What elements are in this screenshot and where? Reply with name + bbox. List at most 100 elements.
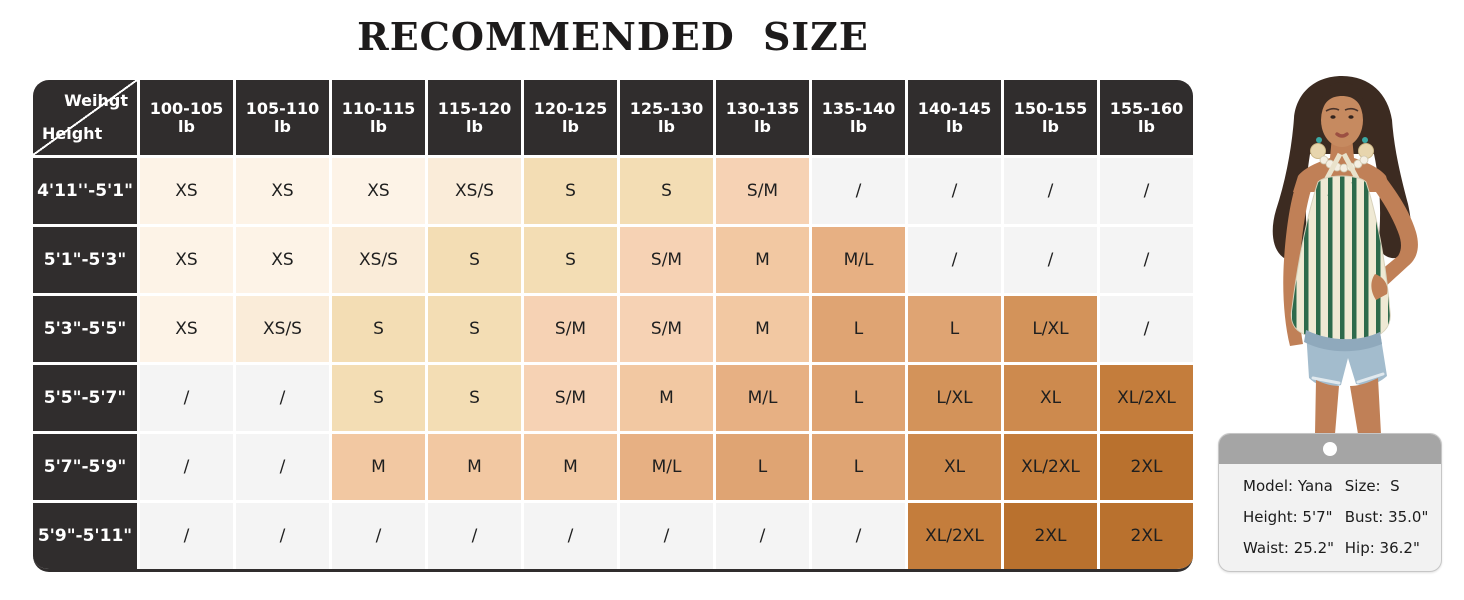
column-header: 140-145 lb [908, 80, 1001, 155]
size-cell: L [812, 365, 905, 431]
column-header: 105-110 lb [236, 80, 329, 155]
model-facial-features [1325, 107, 1359, 138]
size-cell: / [812, 503, 905, 569]
model-right-arm [1373, 178, 1418, 288]
size-cell: S [620, 158, 713, 224]
corner-cell: Weihgt Height [33, 80, 137, 155]
model-info-card: Model: Yana Size: S Height: 5'7" Bust: 3… [1218, 433, 1442, 572]
model-hair [1272, 76, 1412, 261]
row-header: 5'5"-5'7" [33, 365, 137, 431]
row-header: 5'1"-5'3" [33, 227, 137, 293]
size-cell: M/L [716, 365, 809, 431]
model-hair-front [1320, 82, 1364, 112]
card-body: Model: Yana Size: S Height: 5'7" Bust: 3… [1219, 464, 1441, 565]
size-cell: XL [908, 434, 1001, 500]
size-cell: XS [140, 296, 233, 362]
model-waist: Waist: 25.2" [1243, 539, 1335, 557]
size-cell: S [428, 227, 521, 293]
size-cell: S [428, 365, 521, 431]
size-cell: XS [332, 158, 425, 224]
model-photo [1272, 76, 1418, 434]
size-cell: / [1100, 158, 1193, 224]
size-cell: L [908, 296, 1001, 362]
size-cell: M [332, 434, 425, 500]
size-cell: S [524, 227, 617, 293]
size-cell: XS [140, 158, 233, 224]
size-cell: M [620, 365, 713, 431]
size-cell: 2XL [1100, 434, 1193, 500]
size-table: Weihgt Height 100-105 lb 105-110 lb 110-11… [33, 80, 1193, 572]
size-cell: XS/S [332, 227, 425, 293]
size-cell: XS [236, 158, 329, 224]
size-cell: / [236, 434, 329, 500]
size-cell: M [716, 227, 809, 293]
size-cell: L [812, 296, 905, 362]
size-cell: / [524, 503, 617, 569]
column-header: 110-115 lb [332, 80, 425, 155]
size-cell: XL/2XL [908, 503, 1001, 569]
size-cell: S [332, 296, 425, 362]
model-hip: Hip: 36.2" [1344, 539, 1420, 557]
model-neckline-gathers [1327, 180, 1357, 197]
size-cell: XS [236, 227, 329, 293]
row-header: 5'7"-5'9" [33, 434, 137, 500]
model-legs [1315, 378, 1381, 434]
size-cell: / [236, 365, 329, 431]
size-cell: S/M [716, 158, 809, 224]
column-header: 150-155 lb [1004, 80, 1097, 155]
size-cell: S [524, 158, 617, 224]
size-cell: S/M [524, 365, 617, 431]
size-cell: S/M [620, 296, 713, 362]
size-cell: L [812, 434, 905, 500]
size-cell: XS [140, 227, 233, 293]
size-cell: / [620, 503, 713, 569]
model-illustration [1272, 76, 1418, 434]
size-cell: / [236, 503, 329, 569]
size-cell: XL [1004, 365, 1097, 431]
column-header: 120-125 lb [524, 80, 617, 155]
size-cell: / [140, 365, 233, 431]
size-cell: / [1100, 296, 1193, 362]
model-face [1321, 93, 1363, 147]
model-earrings [1310, 137, 1374, 159]
size-cell: S [332, 365, 425, 431]
column-header: 125-130 lb [620, 80, 713, 155]
size-cell: L/XL [908, 365, 1001, 431]
model-hand-on-hip [1371, 274, 1388, 300]
size-cell: S/M [620, 227, 713, 293]
column-header: 135-140 lb [812, 80, 905, 155]
size-cell: XL/2XL [1004, 434, 1097, 500]
size-cell: / [908, 158, 1001, 224]
size-cell: S [428, 296, 521, 362]
tag-hole-icon [1323, 442, 1337, 456]
size-cell: / [1004, 227, 1097, 293]
corner-height-label: Height [42, 124, 103, 144]
column-header: 155-160 lb [1100, 80, 1193, 155]
model-left-arm [1283, 178, 1313, 346]
size-cell: / [332, 503, 425, 569]
size-cell: 2XL [1004, 503, 1097, 569]
model-denim-shorts [1304, 330, 1387, 387]
size-cell: / [716, 503, 809, 569]
column-header: 100-105 lb [140, 80, 233, 155]
model-name: Model: Yana [1243, 477, 1333, 495]
size-cell: S/M [524, 296, 617, 362]
model-height: Height: 5'7" [1243, 508, 1333, 526]
row-header: 5'3"-5'5" [33, 296, 137, 362]
column-header: 115-120 lb [428, 80, 521, 155]
size-cell: M [716, 296, 809, 362]
model-size: Size: S [1344, 477, 1400, 495]
size-cell: / [140, 434, 233, 500]
size-cell: M/L [812, 227, 905, 293]
page-title: RECOMMENDED SIZE [357, 14, 869, 59]
row-header: 4'11''-5'1" [33, 158, 137, 224]
size-cell: M [524, 434, 617, 500]
card-header-band [1219, 434, 1441, 464]
size-cell: / [1004, 158, 1097, 224]
size-cell: M/L [620, 434, 713, 500]
size-cell: 2XL [1100, 503, 1193, 569]
row-header: 5'9"-5'11" [33, 503, 137, 569]
size-cell: / [140, 503, 233, 569]
size-cell: / [428, 503, 521, 569]
